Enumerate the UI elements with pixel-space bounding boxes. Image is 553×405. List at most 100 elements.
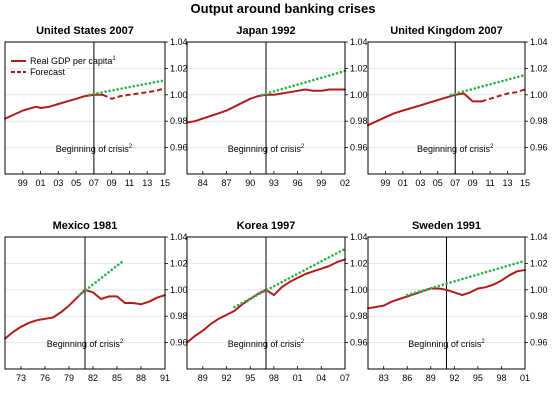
crisis-label-text: Beginning of crisis — [228, 144, 302, 154]
series-line-dot — [88, 79, 167, 97]
y-tick-label: 1.04 — [170, 37, 188, 47]
series-line-dot — [405, 259, 527, 297]
plot-frame — [4, 41, 166, 175]
x-tick-label: 85 — [112, 373, 122, 383]
y-tick-label: 0.96 — [530, 143, 548, 153]
y-tick-label: 1.04 — [530, 37, 548, 47]
y-tick-label: 1.02 — [530, 258, 548, 268]
series-line-dot — [260, 69, 347, 97]
panels: United States 2007 0.96 0.98 1.00 1.02 1.04 99… — [4, 25, 548, 383]
x-tick-label: 07 — [450, 178, 460, 188]
chart-title: Output around banking crises — [191, 1, 376, 16]
x-tick-label: 92 — [449, 373, 459, 383]
x-tick-label: 82 — [88, 373, 98, 383]
x-tick-label: 83 — [379, 373, 389, 383]
x-tick-label: 01 — [36, 178, 46, 188]
y-tick-label: 1.00 — [530, 90, 548, 100]
y-tick-label: 1.00 — [170, 285, 188, 295]
y-tick-label: 1.02 — [350, 258, 368, 268]
y-tick-label: 1.00 — [530, 285, 548, 295]
x-tick-label: 03 — [415, 178, 425, 188]
x-tick-label: 88 — [136, 373, 146, 383]
crisis-label: Beginning of crisis2 — [47, 339, 124, 349]
x-tick-label: 96 — [293, 178, 303, 188]
y-tick-label: 1.04 — [530, 232, 548, 242]
x-tick-label: 07 — [340, 373, 350, 383]
x-tick-label: 73 — [16, 373, 26, 383]
legend-label-sup: 1 — [112, 56, 116, 62]
legend-label: Forecast — [30, 67, 66, 77]
panel-title: Mexico 1981 — [53, 220, 118, 232]
crisis-label: Beginning of crisis2 — [56, 144, 133, 154]
y-tick-label: 0.98 — [170, 311, 188, 321]
x-tick-label: 15 — [520, 178, 530, 188]
series-line-solid — [367, 92, 483, 127]
crisis-label-text: Beginning of crisis — [408, 339, 482, 349]
panel-5: Korea 1997 0.96 0.98 1.00 1.02 1.04 89 92 95 98 01… — [186, 220, 368, 383]
y-tick-label: 1.00 — [350, 285, 368, 295]
plot-frame — [186, 236, 346, 370]
x-tick-label: 86 — [402, 373, 412, 383]
plot-frame — [4, 236, 166, 370]
crisis-label-sup: 2 — [301, 144, 305, 150]
crisis-label: Beginning of crisis2 — [408, 339, 485, 349]
series-line-solid — [367, 269, 526, 310]
y-tick-label: 0.96 — [350, 338, 368, 348]
crisis-label-text: Beginning of crisis — [228, 339, 302, 349]
y-tick-label: 0.98 — [530, 116, 548, 126]
series-line-dot — [449, 73, 527, 97]
y-tick-label: 1.02 — [170, 258, 188, 268]
x-tick-label: 01 — [398, 178, 408, 188]
x-tick-label: 02 — [340, 178, 350, 188]
y-tick-label: 0.98 — [350, 311, 368, 321]
y-tick-label: 0.96 — [350, 143, 368, 153]
panel-title: Korea 1997 — [237, 220, 296, 232]
crisis-label: Beginning of crisis2 — [228, 339, 305, 349]
x-tick-label: 87 — [221, 178, 231, 188]
x-tick-label: 11 — [485, 178, 494, 188]
x-tick-label: 04 — [316, 373, 326, 383]
panel-title: Japan 1992 — [236, 25, 295, 37]
panel-title: United Kingdom 2007 — [390, 25, 502, 37]
panel-2: Japan 1992 0.96 0.98 1.00 1.02 1.04 84 87 90 93 96… — [186, 25, 368, 188]
y-tick-label: 1.02 — [170, 63, 188, 73]
panel-3: United Kingdom 2007 0.96 0.98 1.00 1.02 1.04 9… — [367, 25, 548, 188]
x-tick-label: 89 — [198, 373, 208, 383]
x-tick-label: 92 — [221, 373, 231, 383]
y-tick-label: 1.02 — [530, 63, 548, 73]
crisis-label-sup: 2 — [120, 339, 124, 345]
x-tick-label: 95 — [473, 373, 483, 383]
x-tick-label: 99 — [380, 178, 390, 188]
series-line-dash — [102, 87, 166, 100]
x-tick-label: 13 — [142, 178, 152, 188]
panel-1: United States 2007 0.96 0.98 1.00 1.02 1.04 99… — [4, 25, 188, 188]
x-tick-label: 11 — [125, 178, 134, 188]
y-tick-label: 1.04 — [170, 232, 188, 242]
crisis-label-sup: 2 — [301, 339, 305, 345]
plot-frame — [186, 41, 346, 175]
x-tick-label: 98 — [269, 373, 279, 383]
x-tick-label: 03 — [53, 178, 63, 188]
y-tick-label: 0.96 — [170, 143, 188, 153]
x-tick-label: 13 — [503, 178, 513, 188]
x-tick-label: 05 — [71, 178, 81, 188]
plot-frame — [367, 236, 526, 370]
y-tick-label: 1.00 — [350, 90, 368, 100]
series-line-dot — [233, 247, 347, 309]
legend-label-text: Forecast — [30, 67, 66, 77]
x-tick-label: 93 — [269, 178, 279, 188]
y-tick-label: 1.04 — [350, 37, 368, 47]
x-tick-label: 90 — [245, 178, 255, 188]
crisis-label-text: Beginning of crisis — [56, 144, 130, 154]
crisis-label-sup: 2 — [129, 144, 133, 150]
legend-label-text: Real GDP per capita — [30, 56, 112, 66]
x-tick-label: 98 — [496, 373, 506, 383]
y-tick-label: 1.02 — [350, 63, 368, 73]
x-tick-label: 89 — [426, 373, 436, 383]
y-tick-label: 0.96 — [530, 338, 548, 348]
crisis-label-sup: 2 — [490, 144, 494, 150]
x-tick-label: 09 — [107, 178, 117, 188]
x-tick-label: 01 — [293, 373, 303, 383]
x-tick-label: 99 — [18, 178, 28, 188]
